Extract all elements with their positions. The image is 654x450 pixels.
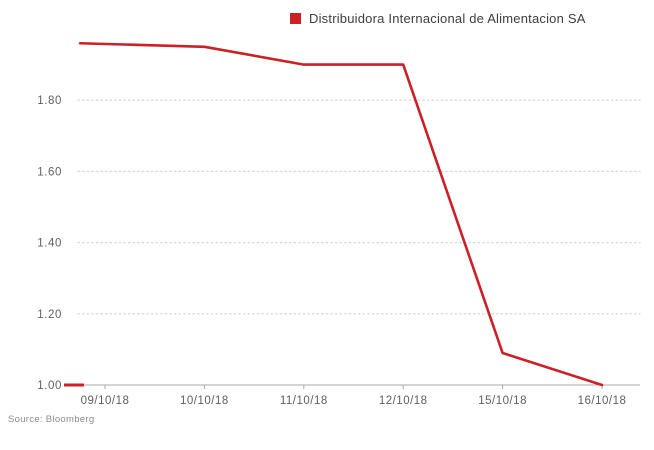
x-tick-label: 16/10/18 (578, 395, 627, 407)
x-tick-label: 10/10/18 (180, 395, 229, 407)
y-tick-label: 1.60 (37, 166, 62, 178)
y-tick-label: 1.00 (37, 380, 62, 392)
x-tick-label: 09/10/18 (81, 395, 130, 407)
series-line (78, 41, 604, 387)
legend-label: Distribuidora Internacional de Alimentac… (309, 11, 586, 26)
x-tick-label: 11/10/18 (280, 395, 328, 407)
legend: Distribuidora Internacional de Alimentac… (290, 11, 586, 26)
y-tick-label: 1.40 (37, 238, 62, 250)
x-tick-label: 12/10/18 (379, 395, 428, 407)
y-tick-label: 1.80 (37, 95, 62, 107)
legend-swatch-icon (290, 13, 301, 24)
x-tick-label: 15/10/18 (478, 395, 527, 407)
y-tick-label: 1.20 (37, 309, 62, 321)
source-label: Source: Bloomberg (8, 414, 95, 425)
